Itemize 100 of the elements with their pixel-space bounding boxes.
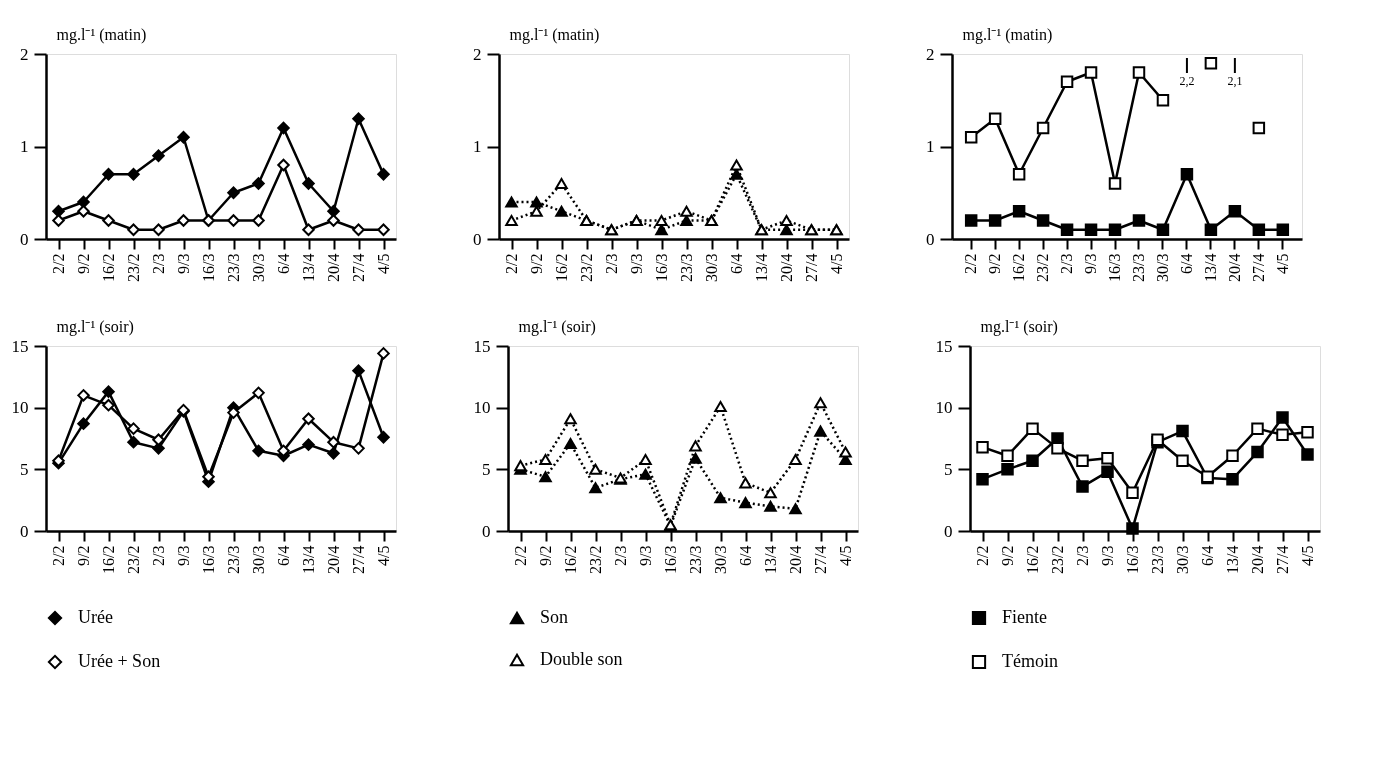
legend-label: Témoin: [1002, 651, 1058, 671]
x-tick-label: 16/3: [1124, 545, 1141, 574]
x-tick-label: 23/3: [225, 545, 242, 574]
x-tick-label: 13/4: [300, 253, 317, 282]
y-tick-label: 2: [926, 44, 935, 64]
x-tick-label: 30/3: [703, 253, 720, 282]
x-tick-label: 27/4: [812, 545, 829, 574]
legend-label: Double son: [540, 649, 623, 669]
x-tick-label: 27/4: [350, 253, 367, 282]
x-tick-label: 13/4: [1201, 253, 1219, 282]
x-tick-label: 9/3: [637, 545, 654, 566]
y-tick-label: 1: [20, 137, 29, 156]
x-tick-label: 13/4: [1224, 545, 1241, 574]
x-tick-label: 27/4: [1249, 253, 1267, 282]
x-tick-label: 16/3: [200, 545, 217, 574]
x-tick-label: 30/3: [712, 545, 729, 574]
y-tick-label: 10: [11, 398, 29, 418]
x-tick-label: 23/3: [687, 545, 704, 574]
x-tick-label: 9/2: [999, 545, 1016, 566]
x-tick-label: 2/2: [974, 545, 991, 566]
x-tick-label: 20/4: [1249, 545, 1266, 574]
y-tick-label: 0: [20, 521, 29, 541]
x-tick-label: 6/4: [1199, 545, 1216, 566]
x-tick-label: 4/5: [837, 545, 854, 566]
x-tick-label: 16/2: [1010, 253, 1028, 282]
x-tick-label: 23/3: [678, 253, 695, 282]
x-tick-label: 23/2: [587, 545, 604, 574]
x-tick-label: 20/4: [778, 253, 795, 282]
x-tick-label: 13/4: [300, 545, 317, 574]
x-tick-label: 30/3: [1153, 253, 1171, 282]
x-tick-label: 13/4: [762, 545, 779, 574]
y-axis-title: mg.l⁻¹ (soir): [980, 317, 1058, 336]
y-axis-title: mg.l⁻¹ (matin): [56, 25, 147, 44]
x-tick-label: 30/3: [250, 545, 267, 574]
x-tick-label: 23/2: [578, 253, 595, 282]
y-tick-label: 0: [20, 229, 29, 249]
x-tick-label: 16/2: [562, 545, 579, 574]
legend-label: Son: [540, 607, 569, 627]
x-tick-label: 20/4: [787, 545, 804, 574]
y-tick-label: 15: [935, 336, 953, 356]
x-tick-label: 9/3: [1082, 253, 1100, 274]
legend-label: Urée: [78, 607, 113, 627]
y-tick-label: 2: [20, 44, 29, 64]
x-tick-label: 16/2: [100, 545, 117, 574]
y-tick-label: 15: [473, 336, 491, 356]
x-tick-label: 2/3: [1074, 545, 1091, 566]
x-tick-label: 23/2: [1049, 545, 1066, 574]
x-tick-label: 9/2: [986, 253, 1004, 274]
x-tick-label: 16/3: [653, 253, 670, 282]
legend-label: Fiente: [1002, 607, 1047, 627]
x-tick-label: 16/3: [200, 253, 217, 282]
y-tick-label: 10: [473, 398, 491, 418]
x-tick-label: 2/2: [962, 253, 980, 274]
y-tick-label: 0: [473, 229, 482, 249]
x-tick-label: 9/2: [537, 545, 554, 566]
y-tick-label: 0: [482, 521, 491, 541]
x-tick-label: 9/3: [175, 545, 192, 566]
y-tick-label: 0: [926, 229, 935, 249]
y-axis-title: mg.l⁻¹ (matin): [509, 25, 600, 44]
x-tick-label: 9/2: [75, 545, 92, 566]
y-tick-label: 1: [926, 137, 935, 156]
x-tick-label: 9/3: [1099, 545, 1116, 566]
x-tick-label: 16/3: [1106, 253, 1124, 282]
x-tick-label: 23/3: [1149, 545, 1166, 574]
x-tick-label: 6/4: [737, 545, 754, 566]
x-tick-label: 16/2: [100, 253, 117, 282]
x-tick-label: 9/3: [175, 253, 192, 274]
y-tick-label: 1: [473, 137, 482, 156]
x-tick-label: 27/4: [1274, 545, 1291, 574]
y-tick-label: 0: [944, 521, 953, 541]
x-tick-label: 23/2: [125, 253, 142, 282]
x-tick-label: 4/5: [828, 253, 845, 274]
x-tick-label: 30/3: [1174, 545, 1191, 574]
x-tick-label: 2/3: [150, 253, 167, 274]
y-axis-title: mg.l⁻¹ (soir): [56, 317, 134, 336]
y-tick-label: 2: [473, 44, 482, 64]
y-tick-label: 5: [944, 459, 953, 479]
x-tick-label: 4/5: [1273, 253, 1291, 274]
x-tick-label: 2/3: [1058, 253, 1076, 274]
y-tick-label: 5: [20, 459, 29, 479]
x-tick-label: 27/4: [803, 253, 820, 282]
y-tick-label: 15: [11, 336, 29, 356]
x-tick-label: 16/2: [1024, 545, 1041, 574]
x-tick-label: 20/4: [325, 253, 342, 282]
x-tick-label: 23/3: [1129, 253, 1147, 282]
x-tick-label: 9/3: [628, 253, 645, 274]
y-axis-title: mg.l⁻¹ (soir): [518, 317, 596, 336]
x-tick-label: 2/3: [150, 545, 167, 566]
x-tick-label: 6/4: [275, 253, 292, 274]
x-tick-label: 9/2: [75, 253, 92, 274]
y-tick-label: 5: [482, 459, 491, 479]
x-tick-label: 2/3: [612, 545, 629, 566]
annotation: 2,1: [1227, 74, 1243, 88]
x-tick-label: 2/2: [503, 253, 520, 274]
x-tick-label: 2/2: [512, 545, 529, 566]
x-tick-label: 13/4: [753, 253, 770, 282]
legend-label: Urée + Son: [78, 651, 161, 671]
x-tick-label: 23/2: [1034, 253, 1052, 282]
x-tick-label: 20/4: [1225, 253, 1243, 282]
x-tick-label: 6/4: [1177, 253, 1195, 274]
